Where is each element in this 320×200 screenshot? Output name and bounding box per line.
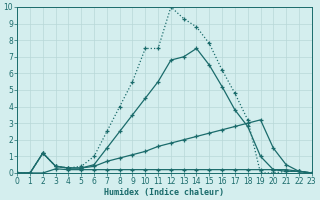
X-axis label: Humidex (Indice chaleur): Humidex (Indice chaleur) bbox=[105, 188, 225, 197]
